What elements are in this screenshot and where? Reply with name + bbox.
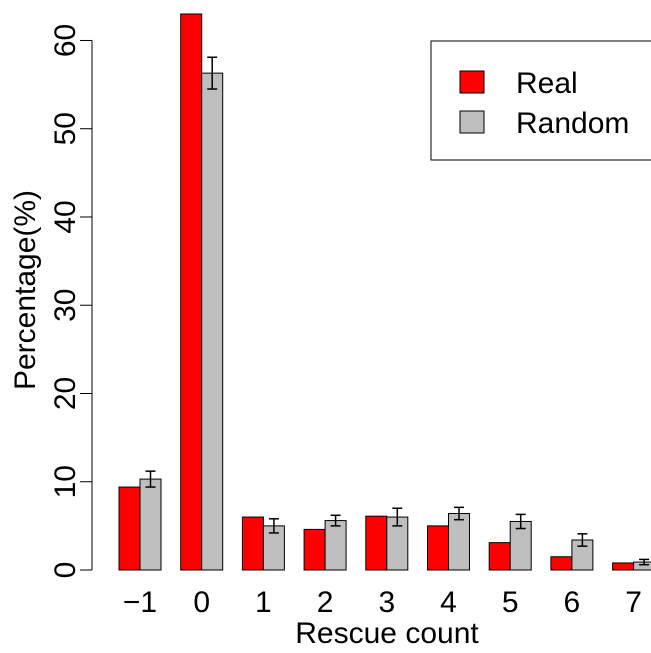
bar-real-5 bbox=[427, 525, 449, 571]
bar-real-1 bbox=[180, 13, 203, 571]
x-tick-label: 4 bbox=[440, 586, 457, 619]
y-tick-label: 40 bbox=[49, 200, 82, 233]
y-tick-label: 0 bbox=[49, 562, 82, 579]
error-bar-random-0 bbox=[145, 470, 156, 488]
x-tick-label: 2 bbox=[317, 586, 334, 619]
y-tick-label: 50 bbox=[49, 112, 82, 145]
bar-random-1 bbox=[201, 72, 224, 571]
error-bar-random-7 bbox=[577, 533, 588, 547]
error-bar-random-8 bbox=[639, 558, 650, 566]
error-bar-random-6 bbox=[515, 513, 526, 530]
bar-real-6 bbox=[488, 542, 511, 571]
bar-random-8 bbox=[633, 561, 651, 571]
error-bar-random-3 bbox=[330, 514, 341, 527]
axes bbox=[80, 39, 93, 571]
error-bar-random-1 bbox=[207, 56, 218, 90]
x-tick-label: 1 bbox=[255, 586, 272, 619]
bar-real-2 bbox=[241, 516, 264, 571]
x-tick-label: 5 bbox=[502, 586, 519, 619]
y-tick-label: 60 bbox=[49, 24, 82, 57]
bar-real-7 bbox=[550, 556, 573, 571]
x-tick-labels: −1 0 1 2 3 4 5 6 7 bbox=[123, 586, 642, 619]
legend-swatch-random bbox=[459, 110, 485, 134]
error-bar-random-2 bbox=[268, 518, 279, 534]
legend: Real Random bbox=[430, 40, 651, 161]
y-tick-label: 30 bbox=[49, 289, 82, 322]
legend-swatch-real bbox=[459, 70, 485, 94]
y-tick-labels: 0 10 20 30 40 50 60 bbox=[49, 24, 82, 579]
x-tick-label: −1 bbox=[123, 586, 157, 619]
legend-box bbox=[430, 40, 651, 161]
legend-label-random: Random bbox=[516, 107, 629, 140]
y-axis-label: Percentage(%) bbox=[9, 190, 42, 390]
error-bars bbox=[145, 56, 650, 566]
legend-label-real: Real bbox=[516, 67, 578, 100]
bar-random-0 bbox=[139, 478, 162, 571]
bars bbox=[118, 13, 651, 571]
bar-real-0 bbox=[118, 486, 141, 571]
y-tick-label: 20 bbox=[49, 377, 82, 410]
x-tick-label: 7 bbox=[625, 586, 642, 619]
x-tick-label: 3 bbox=[378, 586, 395, 619]
x-tick-label: 6 bbox=[564, 586, 581, 619]
x-tick-label: 0 bbox=[193, 586, 210, 619]
x-axis-label: Rescue count bbox=[295, 617, 479, 650]
error-bar-random-4 bbox=[392, 507, 403, 527]
bar-real-3 bbox=[303, 528, 326, 571]
y-tick-label: 10 bbox=[49, 465, 82, 498]
bar-real-8 bbox=[612, 562, 635, 571]
bar-real-4 bbox=[365, 515, 388, 571]
bar-random-5 bbox=[448, 513, 470, 571]
error-bar-random-5 bbox=[454, 506, 464, 521]
bar-random-3 bbox=[324, 520, 347, 571]
